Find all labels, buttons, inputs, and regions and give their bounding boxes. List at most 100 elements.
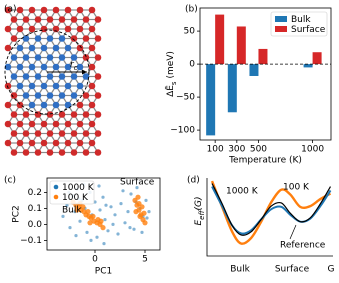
x-tick-label: 1000 xyxy=(301,145,324,155)
curve-label: Reference xyxy=(280,241,326,251)
atom xyxy=(70,111,78,118)
atom xyxy=(58,149,66,156)
atom xyxy=(28,82,36,90)
atom xyxy=(22,130,30,137)
atom xyxy=(46,111,54,118)
x-tick-label: 5 xyxy=(142,255,148,265)
bar xyxy=(312,52,322,65)
atom xyxy=(64,82,72,90)
legend-marker xyxy=(53,184,59,190)
atom xyxy=(40,63,48,71)
atom xyxy=(70,54,78,61)
atom xyxy=(16,82,24,90)
scatter-point xyxy=(113,213,117,217)
atom xyxy=(52,25,60,33)
atom xyxy=(94,73,102,80)
scatter-point xyxy=(109,205,113,209)
scatter-point xyxy=(74,207,80,213)
atom xyxy=(82,111,90,118)
atom xyxy=(34,92,42,99)
plot-frame xyxy=(46,177,161,251)
annotation: Surface xyxy=(120,178,155,188)
x-tick-label: 300 xyxy=(228,145,245,155)
scatter-point xyxy=(141,210,147,216)
atom xyxy=(4,25,12,33)
atom xyxy=(22,111,30,118)
atom xyxy=(88,82,96,90)
atom xyxy=(16,101,24,109)
legend-label: Bulk xyxy=(291,15,311,25)
legend-label: Surface xyxy=(291,25,326,35)
x-axis-label: PC1 xyxy=(95,267,112,277)
atom xyxy=(34,16,42,23)
panel-label: (d) xyxy=(187,176,200,186)
atom xyxy=(58,16,66,23)
y-axis-label-part: E xyxy=(194,220,204,226)
pointer xyxy=(289,224,297,240)
atom xyxy=(28,6,36,14)
scatter-point xyxy=(87,220,93,226)
scatter-point xyxy=(74,234,78,238)
atom xyxy=(94,130,102,137)
atom xyxy=(64,25,72,33)
atom xyxy=(76,120,84,128)
x-tick-label: 500 xyxy=(250,145,267,155)
atom xyxy=(94,54,102,61)
annotation-part: r xyxy=(70,60,75,70)
x-annotation: Bulk xyxy=(230,265,250,275)
atom xyxy=(22,92,30,99)
atom xyxy=(64,6,72,14)
scatter-point xyxy=(136,201,142,207)
atom xyxy=(40,44,48,52)
scatter-point xyxy=(65,203,69,207)
atom xyxy=(58,111,66,118)
bar xyxy=(258,48,268,65)
annotation: Bulk xyxy=(62,206,82,216)
y-tick-label: 0.2 xyxy=(28,188,42,198)
x-annotation: Surface xyxy=(275,265,310,275)
y-tick-label: 0 xyxy=(189,60,195,70)
atom xyxy=(88,44,96,52)
atom xyxy=(10,149,18,156)
curve-label: 100 K xyxy=(283,183,310,193)
atom xyxy=(76,139,84,147)
scatter-point xyxy=(106,229,110,233)
scatter-point xyxy=(129,192,133,196)
atom xyxy=(76,6,84,14)
y-tick-label: −50 xyxy=(176,93,195,103)
scatter-point xyxy=(78,219,82,223)
bar xyxy=(206,64,216,136)
atom xyxy=(52,101,60,109)
scatter-point xyxy=(135,194,141,200)
atom xyxy=(64,63,72,71)
y-axis-label-part: s xyxy=(170,81,178,85)
crystal-structure xyxy=(4,6,102,156)
atom xyxy=(22,149,30,156)
y-axis-label-part: ΔĒ xyxy=(165,85,176,97)
atom xyxy=(88,25,96,33)
scatter-point xyxy=(140,230,144,234)
atom xyxy=(28,101,36,109)
curve xyxy=(210,180,332,245)
atom xyxy=(28,25,36,33)
atom xyxy=(10,16,18,23)
atom xyxy=(46,130,54,137)
atom xyxy=(4,101,12,109)
bar xyxy=(227,64,237,113)
atom xyxy=(88,139,96,147)
atom xyxy=(76,82,84,90)
scatter-point xyxy=(101,195,105,199)
atom xyxy=(58,73,66,80)
x-tick-label: 0 xyxy=(92,255,98,265)
atom xyxy=(28,120,36,128)
y-tick-label: 50 xyxy=(184,27,196,37)
curve xyxy=(211,183,331,236)
atom xyxy=(40,6,48,14)
atom xyxy=(58,130,66,137)
y-axis-label: ΔĒs (meV) xyxy=(165,51,179,97)
atom xyxy=(58,35,66,42)
atom xyxy=(88,120,96,128)
atom xyxy=(46,35,54,42)
x-tick-label: 100 xyxy=(207,145,224,155)
